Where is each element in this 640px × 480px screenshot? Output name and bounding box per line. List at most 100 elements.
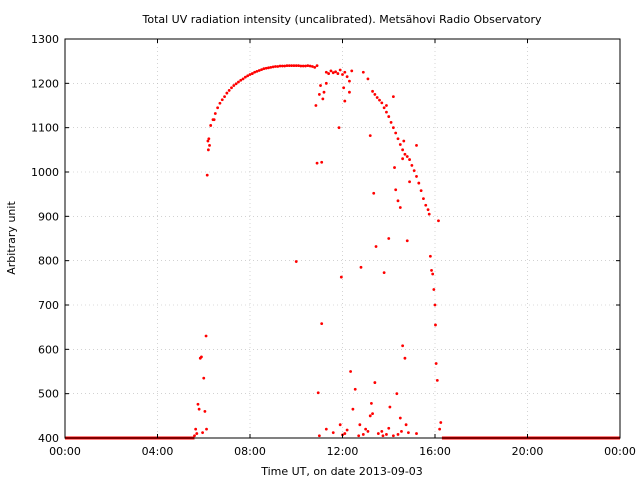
data-point [208, 144, 211, 147]
data-point [196, 402, 200, 406]
data-point [287, 64, 291, 67]
data-point [317, 93, 321, 96]
data-point [345, 428, 349, 432]
data-point [225, 91, 229, 95]
data-point [415, 432, 418, 435]
data-point [361, 70, 365, 74]
data-point [385, 104, 388, 107]
data-point [387, 115, 391, 118]
data-point [338, 423, 342, 427]
data-point [426, 208, 430, 212]
data-point [351, 407, 355, 411]
data-point [353, 387, 357, 391]
data-point [290, 64, 294, 67]
data-point [424, 203, 428, 207]
data-point [320, 322, 324, 326]
data-point [297, 64, 300, 67]
data-point [349, 370, 352, 373]
y-tick-label: 500 [38, 388, 59, 401]
data-point [322, 90, 326, 94]
data-point [342, 86, 346, 90]
data-point [396, 433, 400, 436]
x-axis-label: Time UT, on date 2013-09-03 [260, 465, 423, 478]
y-tick-label: 1000 [31, 166, 59, 179]
data-point [398, 206, 402, 209]
x-tick-label: 12:00 [327, 445, 359, 458]
data-point [412, 169, 416, 173]
data-point [234, 82, 238, 86]
data-point [200, 355, 203, 359]
data-point [417, 181, 421, 185]
data-point [387, 237, 391, 240]
data-point [357, 434, 361, 438]
data-point [427, 212, 431, 216]
data-point [299, 64, 303, 68]
data-point [232, 84, 236, 87]
y-tick-label: 600 [38, 343, 59, 356]
y-tick-label: 700 [38, 299, 59, 312]
data-point [373, 93, 377, 96]
axis-ticks [64, 38, 621, 439]
data-point [375, 96, 379, 99]
y-axis-label: Arbitrary unit [5, 201, 18, 275]
data-point [204, 334, 208, 338]
data-point [394, 188, 398, 192]
data-point [264, 66, 268, 70]
x-tick-label: 16:00 [419, 445, 451, 458]
data-point [432, 288, 436, 291]
data-point [304, 64, 307, 68]
data-point [401, 148, 405, 152]
data-point [239, 78, 243, 82]
data-point [368, 414, 372, 418]
data-point [315, 64, 319, 67]
data-point [403, 152, 407, 156]
data-point [415, 175, 418, 178]
data-point [388, 405, 392, 409]
data-point [378, 98, 381, 102]
data-point [400, 429, 403, 433]
data-point [387, 426, 391, 430]
data-point [398, 143, 402, 146]
data-point [430, 269, 433, 272]
data-point [334, 70, 337, 74]
data-point [350, 69, 354, 73]
data-point [371, 412, 374, 416]
data-point [294, 260, 298, 263]
data-point [394, 131, 398, 135]
data-point [301, 64, 305, 68]
data-point [372, 191, 376, 195]
data-point [385, 110, 388, 114]
data-point [269, 65, 273, 69]
y-tick-label: 1300 [31, 33, 59, 46]
data-point [197, 407, 201, 411]
data-point [317, 434, 321, 438]
data-point [396, 137, 400, 141]
data-point [337, 126, 341, 130]
data-point [371, 89, 374, 93]
data-point [343, 432, 347, 435]
data-point [311, 65, 314, 68]
data-point [195, 432, 199, 435]
data-point [368, 134, 372, 138]
data-point [438, 427, 442, 431]
data-point [313, 65, 317, 69]
data-point [294, 64, 298, 67]
data-point [237, 80, 240, 84]
data-point [218, 101, 222, 105]
data-point [439, 421, 443, 424]
data-point [213, 112, 217, 115]
x-tick-label: 20:00 [512, 445, 544, 458]
data-point [403, 356, 407, 360]
data-point [408, 158, 411, 161]
data-point [419, 189, 423, 193]
data-point [243, 75, 247, 79]
data-point [212, 118, 216, 122]
data-point [223, 95, 226, 99]
data-point [437, 219, 440, 223]
data-point [321, 97, 325, 101]
data-point [422, 197, 425, 201]
data-point [203, 410, 207, 413]
data-point [433, 303, 437, 307]
data-point [405, 155, 409, 158]
data-point [280, 64, 284, 68]
